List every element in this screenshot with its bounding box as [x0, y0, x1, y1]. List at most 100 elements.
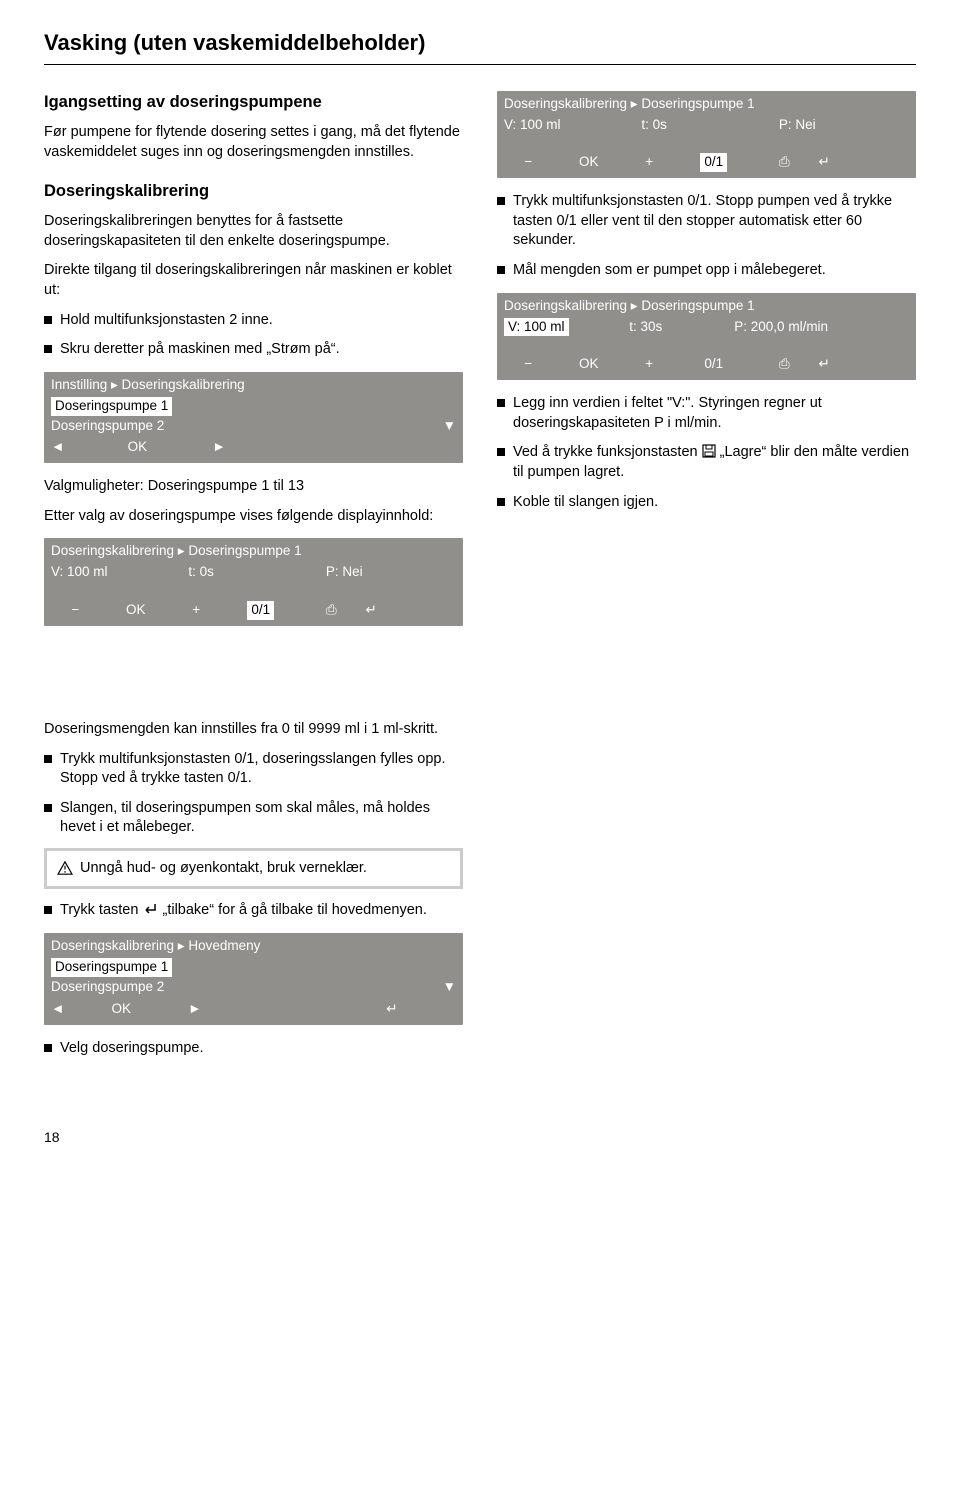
save-floppy-icon	[702, 444, 716, 458]
bullet-text: Ved å trykke funksjonstasten „Lagre“ bli…	[513, 443, 916, 482]
value-v: V: 100 ml	[504, 116, 638, 135]
selected-item: Doseringspumpe 1	[51, 397, 172, 416]
para-cal1: Doseringskalibreringen benyttes for å fa…	[44, 212, 463, 251]
bullet-text: Koble til slangen igjen.	[513, 493, 916, 513]
bullet-text: Hold multifunksjonstasten 2 inne.	[60, 311, 463, 331]
value-p: P: 200,0 ml/min	[734, 318, 828, 337]
plus-icon: +	[625, 355, 674, 374]
bullet-hold-key: Hold multifunksjonstasten 2 inne.	[44, 311, 463, 331]
ok-label: OK	[103, 601, 168, 620]
display-header: Doseringskalibrering ▸ Hovedmeny	[51, 937, 456, 956]
bullet-hold-hose: Slangen, til doseringspumpen som skal må…	[44, 799, 463, 838]
enter-icon: ↵	[365, 601, 376, 620]
plus-icon: +	[172, 601, 221, 620]
arrow-left-icon: ◄	[51, 438, 124, 457]
value-v: V: 100 ml	[51, 563, 185, 582]
ok-label: OK	[556, 153, 621, 172]
display-row-selected: Doseringspumpe 1	[51, 397, 456, 416]
bullet-save: Ved å trykke funksjonstasten „Lagre“ bli…	[497, 443, 916, 482]
heading-calibration: Doseringskalibrering	[44, 180, 463, 202]
zero-one-label: 0/1	[247, 601, 274, 620]
two-column-layout: Igangsetting av doseringspumpene Før pum…	[44, 91, 916, 1068]
arrow-right-icon: ►	[212, 438, 225, 457]
ok-label: OK	[128, 438, 209, 457]
para-after-select: Etter valg av doseringspumpe vises følge…	[44, 507, 463, 527]
left-column: Igangsetting av doseringspumpene Før pum…	[44, 91, 463, 1068]
ok-label: OK	[556, 355, 621, 374]
square-bullet-icon	[44, 316, 52, 324]
square-bullet-icon	[44, 1044, 52, 1052]
value-t: t: 30s	[629, 318, 730, 337]
enter-return-icon	[142, 902, 158, 916]
bullet-text: Velg doseringspumpe.	[60, 1039, 463, 1059]
save-icon: ⎙	[754, 355, 815, 374]
menu-item-label: Doseringspumpe 2	[51, 978, 164, 997]
bullet-measure: Mål mengden som er pumpet opp i målebege…	[497, 261, 916, 281]
text-part: Ved å trykke funksjonstasten	[513, 444, 702, 460]
bullet-press-back: Trykk tasten „tilbake“ for å gå tilbake …	[44, 901, 463, 921]
square-bullet-icon	[44, 804, 52, 812]
display-row: Doseringspumpe 2 ▼	[51, 978, 456, 997]
enter-icon: ↵	[818, 153, 829, 172]
display-header: Doseringskalibrering ▸ Doseringspumpe 1	[504, 297, 909, 316]
value-p: P: Nei	[779, 116, 816, 135]
bullet-text: Trykk multifunksjonstasten 0/1. Stopp pu…	[513, 192, 916, 251]
heading-start: Igangsetting av doseringspumpene	[44, 91, 463, 113]
minus-icon: −	[504, 153, 553, 172]
caution-box: Unngå hud- og øyenkontakt, bruk verneklæ…	[44, 848, 463, 890]
display-row-selected: Doseringspumpe 1	[51, 958, 456, 977]
enter-icon: ↵	[386, 1000, 397, 1019]
right-column: Doseringskalibrering ▸ Doseringspumpe 1 …	[497, 91, 916, 1068]
minus-icon: −	[504, 355, 553, 374]
display-footer: ◄ OK ►	[51, 438, 456, 457]
para-cal2: Direkte tilgang til doseringskalibrering…	[44, 261, 463, 300]
chevron-down-icon: ▼	[443, 978, 456, 997]
spacer	[44, 640, 463, 720]
bullet-select-pump: Velg doseringspumpe.	[44, 1039, 463, 1059]
plus-icon: +	[625, 153, 674, 172]
bullet-text: Skru deretter på maskinen med „Strøm på“…	[60, 340, 463, 360]
square-bullet-icon	[497, 498, 505, 506]
display-footer: − OK + 0/1 ⎙ ↵	[51, 601, 456, 620]
value-t: t: 0s	[641, 116, 775, 135]
square-bullet-icon	[497, 399, 505, 407]
text-part: Trykk tasten	[60, 902, 142, 918]
menu-item-label: Doseringspumpe 2	[51, 417, 164, 436]
square-bullet-icon	[44, 345, 52, 353]
bullet-text: Trykk multifunksjonstasten 0/1, dosering…	[60, 750, 463, 789]
para-start: Før pumpene for flytende dosering settes…	[44, 123, 463, 162]
display-calibration-pump: Doseringskalibrering ▸ Doseringspumpe 1 …	[497, 91, 916, 179]
arrow-right-icon: ►	[188, 1000, 382, 1019]
square-bullet-icon	[44, 906, 52, 914]
square-bullet-icon	[497, 448, 505, 456]
display-values: V: 100 ml t: 30s P: 200,0 ml/min	[504, 318, 909, 337]
bullet-text: Trykk tasten „tilbake“ for å gå tilbake …	[60, 901, 463, 921]
bullet-enter-value: Legg inn verdien i feltet "V:". Styringe…	[497, 394, 916, 433]
display-calibration-result: Doseringskalibrering ▸ Doseringspumpe 1 …	[497, 293, 916, 381]
bullet-power-on: Skru deretter på maskinen med „Strøm på“…	[44, 340, 463, 360]
para-range: Doseringsmengden kan innstilles fra 0 ti…	[44, 720, 463, 740]
minus-icon: −	[51, 601, 100, 620]
display-calibration-initial: Doseringskalibrering ▸ Doseringspumpe 1 …	[44, 538, 463, 626]
display-footer: − OK + 0/1 ⎙ ↵	[504, 355, 909, 374]
bullet-reconnect: Koble til slangen igjen.	[497, 493, 916, 513]
arrow-left-icon: ◄	[51, 1000, 108, 1019]
zero-one-label: 0/1	[700, 153, 727, 172]
bullet-text: Legg inn verdien i feltet "V:". Styringe…	[513, 394, 916, 433]
bullet-text: Slangen, til doseringspumpen som skal må…	[60, 799, 463, 838]
para-options: Valgmuligheter: Doseringspumpe 1 til 13	[44, 477, 463, 497]
page-number: 18	[44, 1128, 916, 1147]
value-p: P: Nei	[326, 563, 363, 582]
zero-one-label: 0/1	[677, 355, 750, 374]
display-menu-settings: Innstilling ▸ Doseringskalibrering Doser…	[44, 372, 463, 464]
display-header: Doseringskalibrering ▸ Doseringspumpe 1	[504, 95, 909, 114]
value-t: t: 0s	[188, 563, 322, 582]
save-icon: ⎙	[301, 601, 362, 620]
display-footer: − OK + 0/1 ⎙ ↵	[504, 153, 909, 172]
text-part: „tilbake“ for å gå tilbake til hovedmeny…	[158, 902, 426, 918]
square-bullet-icon	[497, 197, 505, 205]
value-v-selected: V: 100 ml	[504, 318, 569, 337]
save-icon: ⎙	[754, 153, 815, 172]
bullet-press-01: Trykk multifunksjonstasten 0/1. Stopp pu…	[497, 192, 916, 251]
bullet-fill-hose: Trykk multifunksjonstasten 0/1, dosering…	[44, 750, 463, 789]
